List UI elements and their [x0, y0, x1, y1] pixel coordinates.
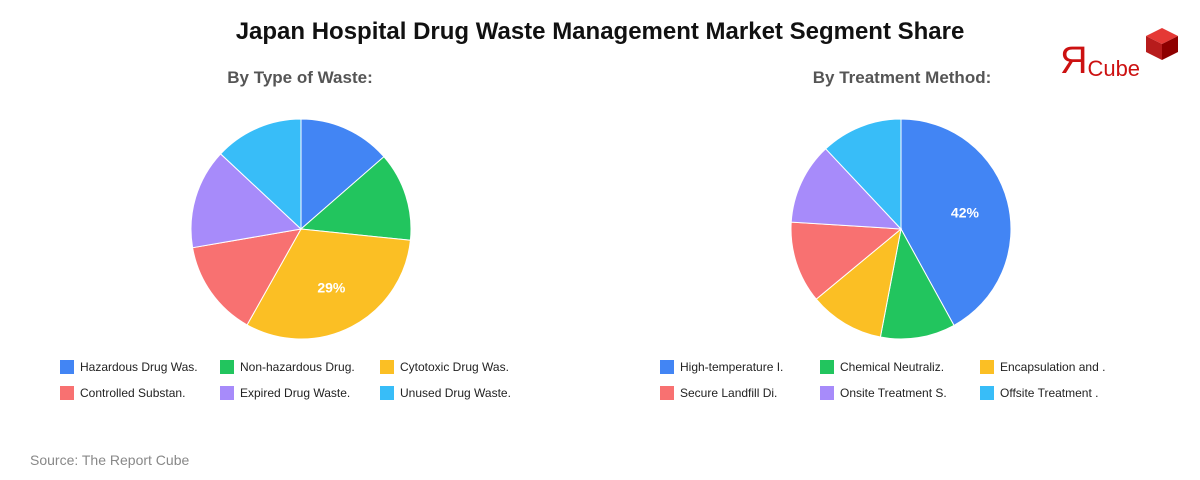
pie-slice-label: 29%	[317, 280, 346, 296]
legend-swatch	[60, 386, 74, 400]
legend-swatch	[820, 386, 834, 400]
pie-subtitle-treatment-method: By Treatment Method:	[812, 68, 992, 87]
pie-slice-1	[900, 118, 1012, 327]
legend-label: Hazardous Drug Was.	[80, 360, 198, 374]
legend-type-of-waste: Hazardous Drug Was. Non-hazardous Drug. Cy…	[60, 360, 560, 420]
legend-swatch	[820, 360, 834, 374]
legend-item: High-temperature I.	[660, 360, 783, 374]
legend-label: High-temperature I.	[680, 360, 784, 374]
legend-label: Non-hazardous Drug.	[240, 360, 355, 374]
logo-letter-r: R	[1060, 40, 1088, 82]
legend-swatch	[980, 360, 994, 374]
legend-item: Unused Drug Waste.	[380, 386, 511, 400]
legend-label: Secure Landfill Di.	[680, 386, 778, 400]
pie-slice-5	[190, 153, 303, 249]
legend-label: Controlled Substan.	[80, 386, 186, 400]
legend-label: Offsite Treatment .	[1000, 386, 1099, 400]
legend-treatment-method: High-temperature I. Chemical Neutraliz. En…	[660, 360, 1160, 420]
legend-swatch	[980, 386, 994, 400]
pie-chart-type-of-waste: 29%	[190, 118, 412, 340]
pie-subtitle-type-of-waste: By Type of Waste:	[227, 68, 373, 87]
pie-slice-1	[300, 118, 385, 231]
legend-item: Expired Drug Waste.	[220, 386, 350, 400]
pie-slice-5	[790, 148, 903, 230]
legend-label: Unused Drug Waste.	[400, 386, 511, 400]
legend-swatch	[380, 360, 394, 374]
legend-swatch	[380, 386, 394, 400]
legend-label: Expired Drug Waste.	[240, 386, 351, 400]
legend-item: Non-hazardous Drug.	[220, 360, 355, 374]
legend-swatch	[220, 386, 234, 400]
pie-slice-2	[879, 227, 955, 340]
pie-slice-3	[246, 228, 411, 340]
pie-slice-6	[824, 118, 902, 231]
logo-word-cube: Cube	[1087, 56, 1141, 81]
legend-item: Controlled Substan.	[60, 386, 185, 400]
legend-label: Chemical Neutraliz.	[840, 360, 945, 374]
legend-swatch	[220, 360, 234, 374]
legend-item: Cytotoxic Drug Was.	[380, 360, 509, 374]
pie-slice-6	[219, 118, 302, 231]
pie-slice-4	[790, 221, 903, 300]
legend-label: Cytotoxic Drug Was.	[400, 360, 509, 374]
pie-chart-treatment-method: 42%	[790, 118, 1012, 340]
legend-item: Secure Landfill Di.	[660, 386, 777, 400]
cube-icon	[1146, 28, 1178, 60]
legend-item: Encapsulation and .	[980, 360, 1105, 374]
legend-item: Onsite Treatment S.	[820, 386, 947, 400]
logo-wordmark: RCube	[1060, 40, 1141, 82]
source-note: Source: The Report Cube	[30, 452, 190, 468]
pie-slice-label: 42%	[951, 205, 980, 221]
pie-slice-2	[299, 156, 412, 241]
legend-swatch	[60, 360, 74, 374]
report-cube-logo: RCube	[1060, 26, 1184, 84]
legend-label: Onsite Treatment S.	[840, 386, 947, 400]
chart-title: Japan Hospital Drug Waste Management Mar…	[235, 18, 965, 45]
legend-label: Encapsulation and .	[1000, 360, 1106, 374]
legend-swatch	[660, 386, 674, 400]
legend-item: Hazardous Drug Was.	[60, 360, 198, 374]
pie-slice-3	[815, 227, 902, 338]
legend-item: Chemical Neutraliz.	[820, 360, 944, 374]
legend-swatch	[660, 360, 674, 374]
legend-item: Offsite Treatment .	[980, 386, 1098, 400]
pie-slice-4	[192, 228, 302, 326]
